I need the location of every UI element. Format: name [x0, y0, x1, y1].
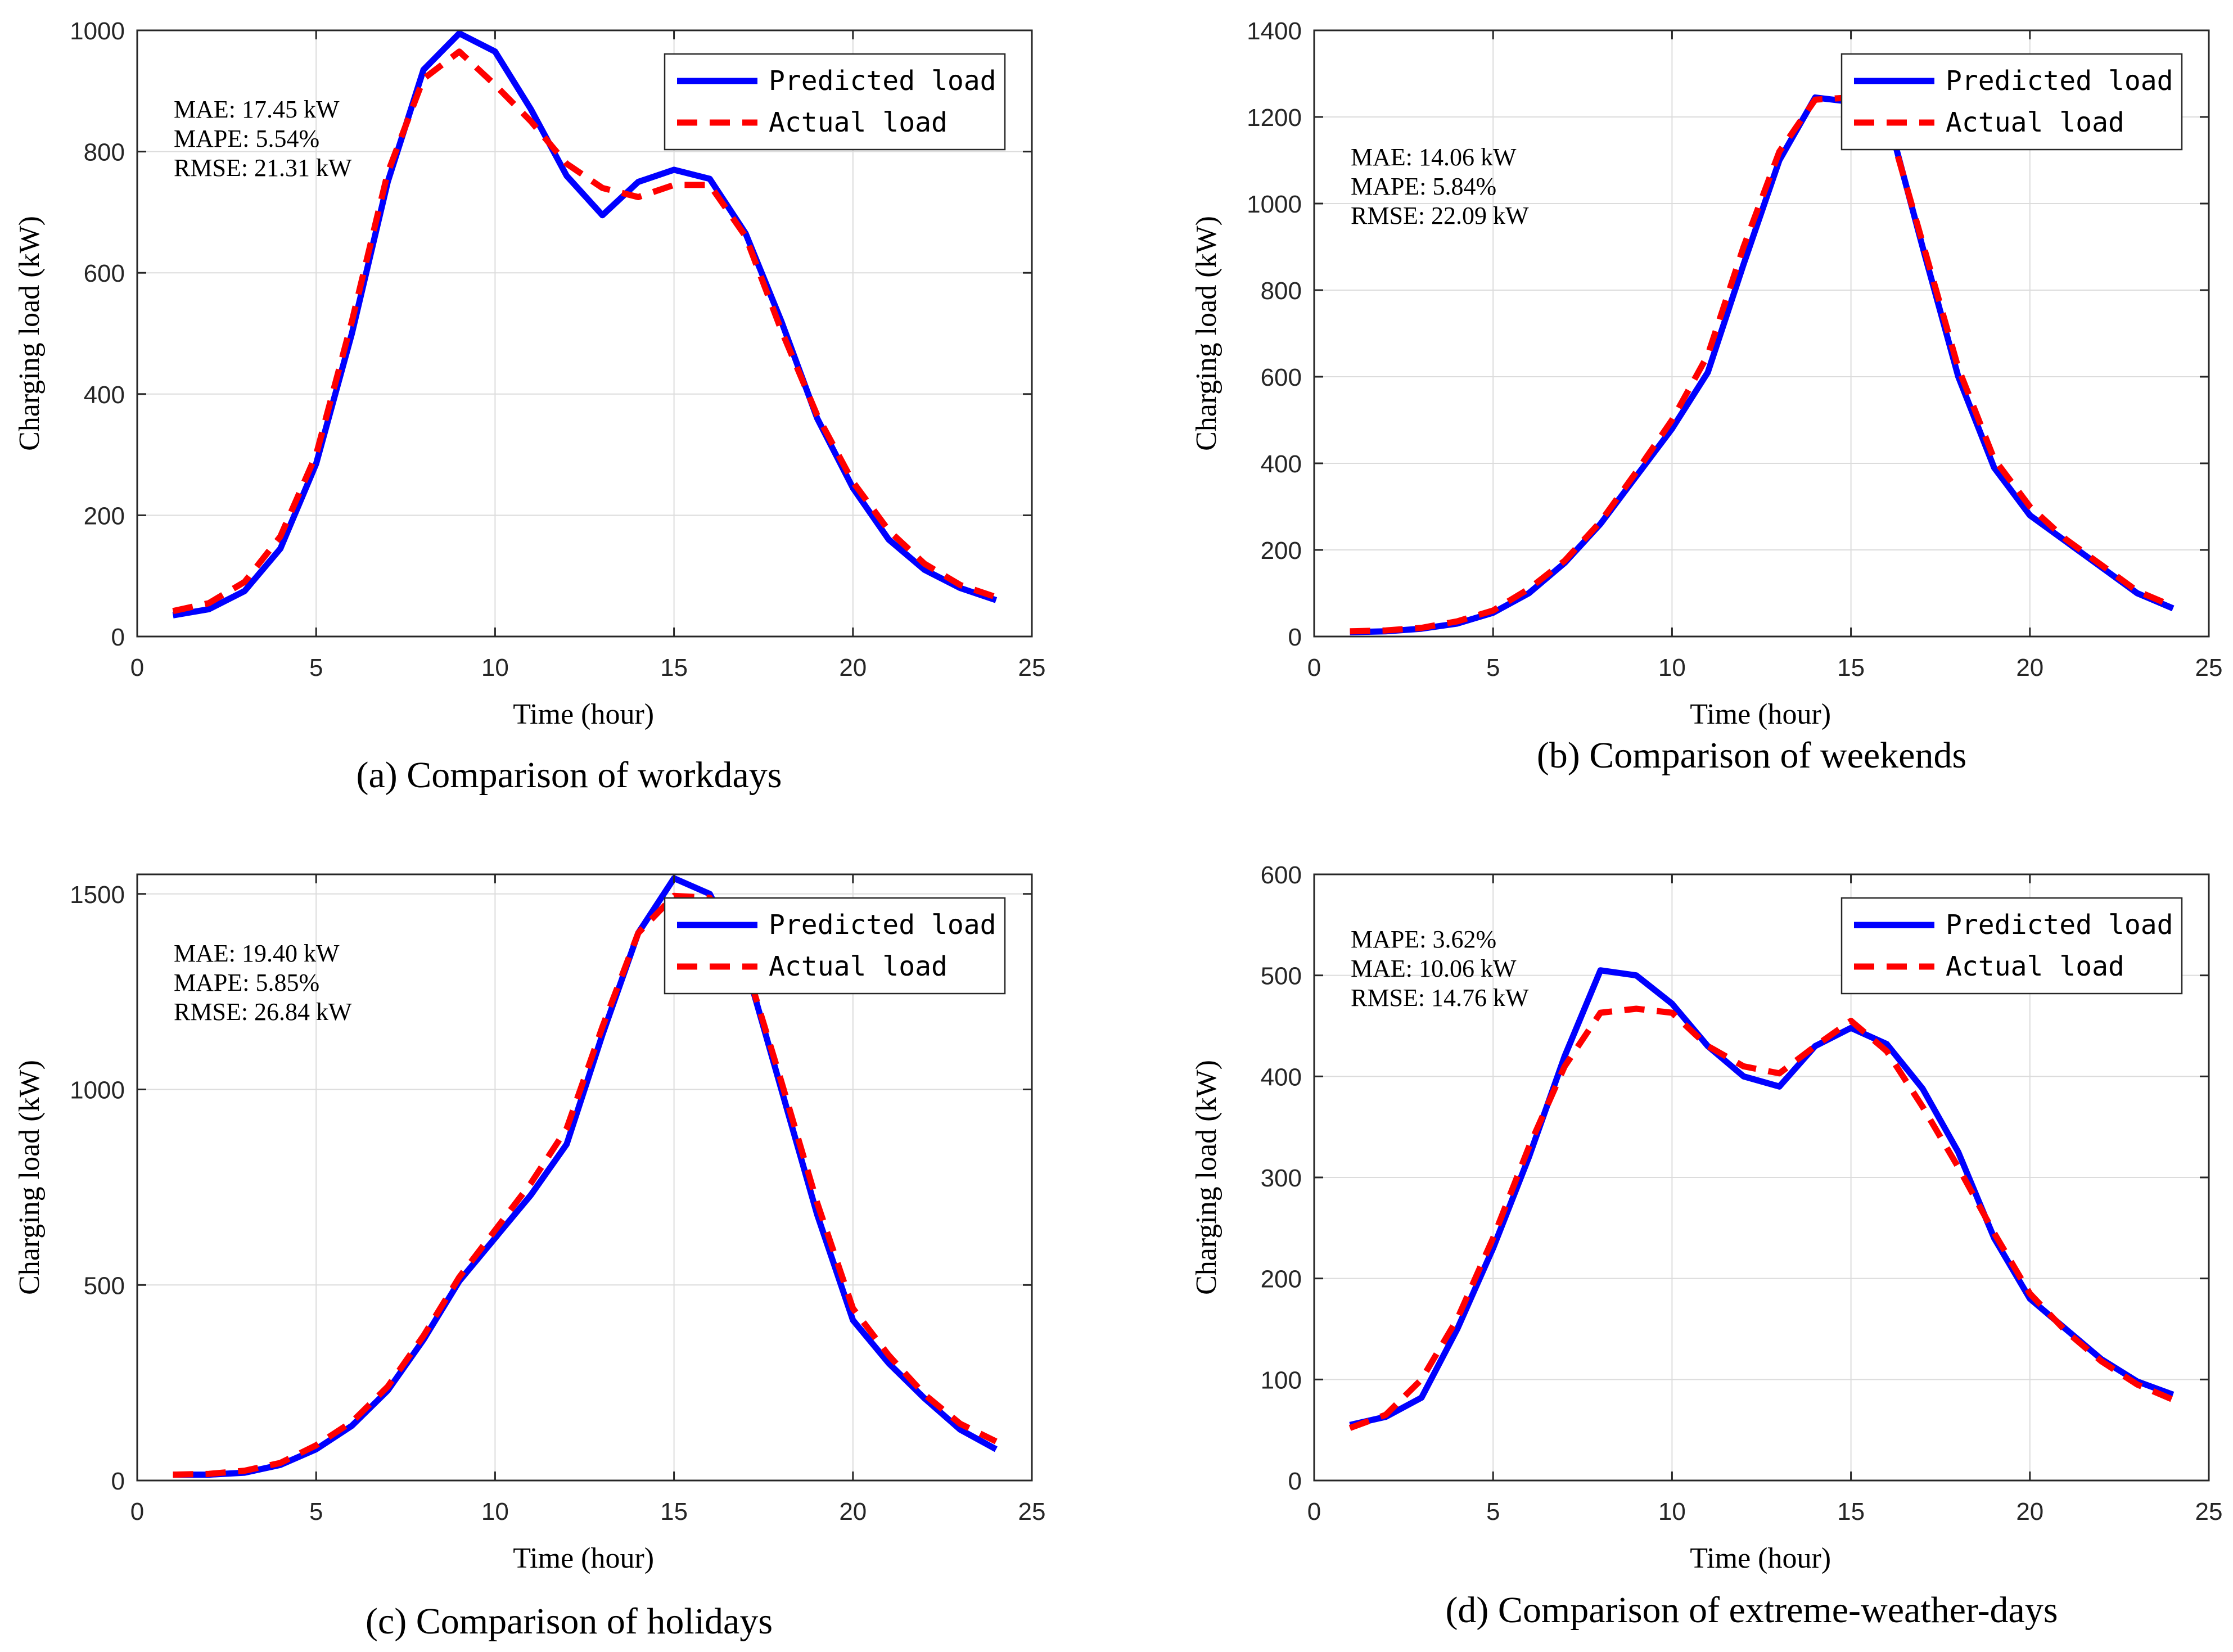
x-tick-label: 0	[130, 654, 144, 681]
y-tick-label: 400	[1261, 1063, 1302, 1091]
y-tick-label: 1500	[70, 881, 125, 909]
x-tick-label: 20	[2016, 1498, 2043, 1525]
y-tick-label: 600	[1261, 861, 1302, 889]
series-line-actual	[1348, 1005, 2175, 1431]
chart-panel-c: 0 5 10 15 20 25 0 500 1000 1500 Time (hour) Chargin…	[13, 873, 1046, 1642]
x-tick-label: 5	[1486, 1498, 1500, 1525]
x-tick-label: 20	[839, 654, 867, 681]
metric-annotation: MAPE: 5.84%	[1351, 173, 1496, 200]
x-tick-label: 15	[660, 1498, 688, 1525]
y-axis-label: Charging load (kW)	[13, 1060, 46, 1295]
legend-box	[1840, 897, 2183, 995]
x-axis-label: Time (hour)	[513, 698, 654, 730]
metric-annotation: RMSE: 22.09 kW	[1351, 202, 1529, 229]
x-tick-label: 10	[481, 1498, 509, 1525]
metric-annotation: MAE: 19.40 kW	[174, 940, 340, 967]
chart-panel-d: 0 5 10 15 20 25 0 100 200 300 400 500 600 Time (hour)…	[1190, 861, 2222, 1631]
panel-caption: (b) Comparison of weekends	[1537, 735, 1966, 776]
y-axis-label: Charging load (kW)	[1190, 1060, 1222, 1295]
x-tick-label: 10	[481, 654, 509, 681]
x-axis-label: Time (hour)	[1690, 1542, 1831, 1574]
y-tick-label: 200	[84, 502, 125, 530]
y-tick-label: 0	[1288, 1468, 1302, 1495]
y-tick-label: 300	[1261, 1164, 1302, 1192]
metric-annotation: MAPE: 5.85%	[174, 969, 319, 996]
x-tick-label: 0	[1307, 654, 1321, 681]
legend-label: Actual load	[1946, 107, 2124, 138]
y-tick-label: 100	[1261, 1366, 1302, 1394]
x-tick-label: 5	[309, 654, 323, 681]
x-tick-label: 20	[2016, 654, 2043, 681]
y-tick-label: 200	[1261, 537, 1302, 565]
axes-frame	[136, 873, 1033, 1482]
y-axis-label: Charging load (kW)	[1190, 216, 1222, 451]
x-axis-label: Time (hour)	[1690, 698, 1831, 730]
series-line-actual	[1350, 94, 2175, 635]
metric-annotation: MAPE: 3.62%	[1351, 926, 1496, 953]
y-tick-label: 1200	[1247, 104, 1302, 132]
metric-annotation: MAPE: 5.54%	[174, 125, 319, 152]
metric-annotation: MAE: 10.06 kW	[1351, 955, 1517, 982]
y-tick-label: 800	[84, 139, 125, 166]
series-line-predicted	[172, 30, 998, 619]
x-tick-label: 5	[1486, 654, 1500, 681]
x-tick-label: 15	[660, 654, 688, 681]
x-tick-label: 5	[309, 1498, 323, 1525]
legend-label: Actual load	[1946, 951, 2124, 982]
x-tick-label: 10	[1658, 1498, 1686, 1525]
axes-frame	[136, 29, 1033, 638]
y-tick-label: 200	[1261, 1266, 1302, 1293]
legend-label: Predicted load	[1946, 65, 2173, 97]
x-tick-label: 0	[130, 1498, 144, 1525]
panel-caption: (c) Comparison of holidays	[366, 1601, 773, 1642]
y-tick-label: 600	[84, 260, 125, 287]
y-tick-label: 500	[1261, 963, 1302, 990]
series-line-predicted	[173, 875, 998, 1478]
y-tick-label: 600	[1261, 364, 1302, 391]
chart-panel-b: 0 5 10 15 20 25 0 200 400 600 800 1000 1200 1400 Time …	[1190, 17, 2222, 776]
metric-annotation: MAE: 17.45 kW	[174, 96, 340, 123]
x-tick-label: 25	[1018, 1498, 1046, 1525]
y-tick-label: 1000	[70, 17, 125, 45]
series-line-actual	[172, 48, 998, 615]
metric-annotation: MAE: 14.06 kW	[1351, 143, 1517, 171]
legend-box	[1840, 53, 2183, 151]
x-tick-label: 25	[1018, 654, 1046, 681]
y-tick-label: 0	[111, 1468, 125, 1495]
series-line-actual	[173, 892, 998, 1478]
y-tick-label: 0	[111, 624, 125, 651]
legend-label: Predicted load	[769, 65, 996, 97]
y-tick-label: 800	[1261, 277, 1302, 305]
x-tick-label: 25	[2195, 654, 2223, 681]
axes-frame	[1313, 29, 2210, 638]
panel-caption: (a) Comparison of workdays	[356, 755, 782, 796]
y-tick-label: 1000	[70, 1077, 125, 1104]
x-axis-label: Time (hour)	[513, 1542, 654, 1574]
x-tick-label: 20	[839, 1498, 867, 1525]
panel-caption: (d) Comparison of extreme-weather-days	[1445, 1590, 2058, 1631]
x-tick-label: 25	[2195, 1498, 2223, 1525]
y-axis-label: Charging load (kW)	[13, 216, 46, 451]
x-tick-label: 15	[1837, 1498, 1865, 1525]
legend-box	[664, 53, 1006, 151]
metric-annotation: RMSE: 21.31 kW	[174, 154, 352, 182]
chart-panel-a: 0 5 10 15 20 25 0 200 400 600 800 1000 Time (hour) Ch…	[13, 17, 1045, 796]
y-tick-label: 400	[1261, 450, 1302, 478]
legend-label: Actual load	[769, 951, 948, 982]
legend-label: Predicted load	[769, 909, 996, 941]
y-tick-label: 1400	[1247, 17, 1302, 45]
y-tick-label: 500	[84, 1272, 125, 1299]
metric-annotation: RMSE: 26.84 kW	[174, 998, 352, 1026]
x-tick-label: 15	[1837, 654, 1865, 681]
y-tick-label: 400	[84, 381, 125, 409]
legend-box	[664, 897, 1006, 995]
y-tick-label: 1000	[1247, 191, 1302, 218]
legend-label: Actual load	[769, 107, 948, 138]
x-tick-label: 0	[1307, 1498, 1321, 1525]
y-tick-label: 0	[1288, 624, 1302, 651]
legend-label: Predicted load	[1946, 909, 2173, 941]
metric-annotation: RMSE: 14.76 kW	[1351, 984, 1529, 1012]
x-tick-label: 10	[1658, 654, 1686, 681]
